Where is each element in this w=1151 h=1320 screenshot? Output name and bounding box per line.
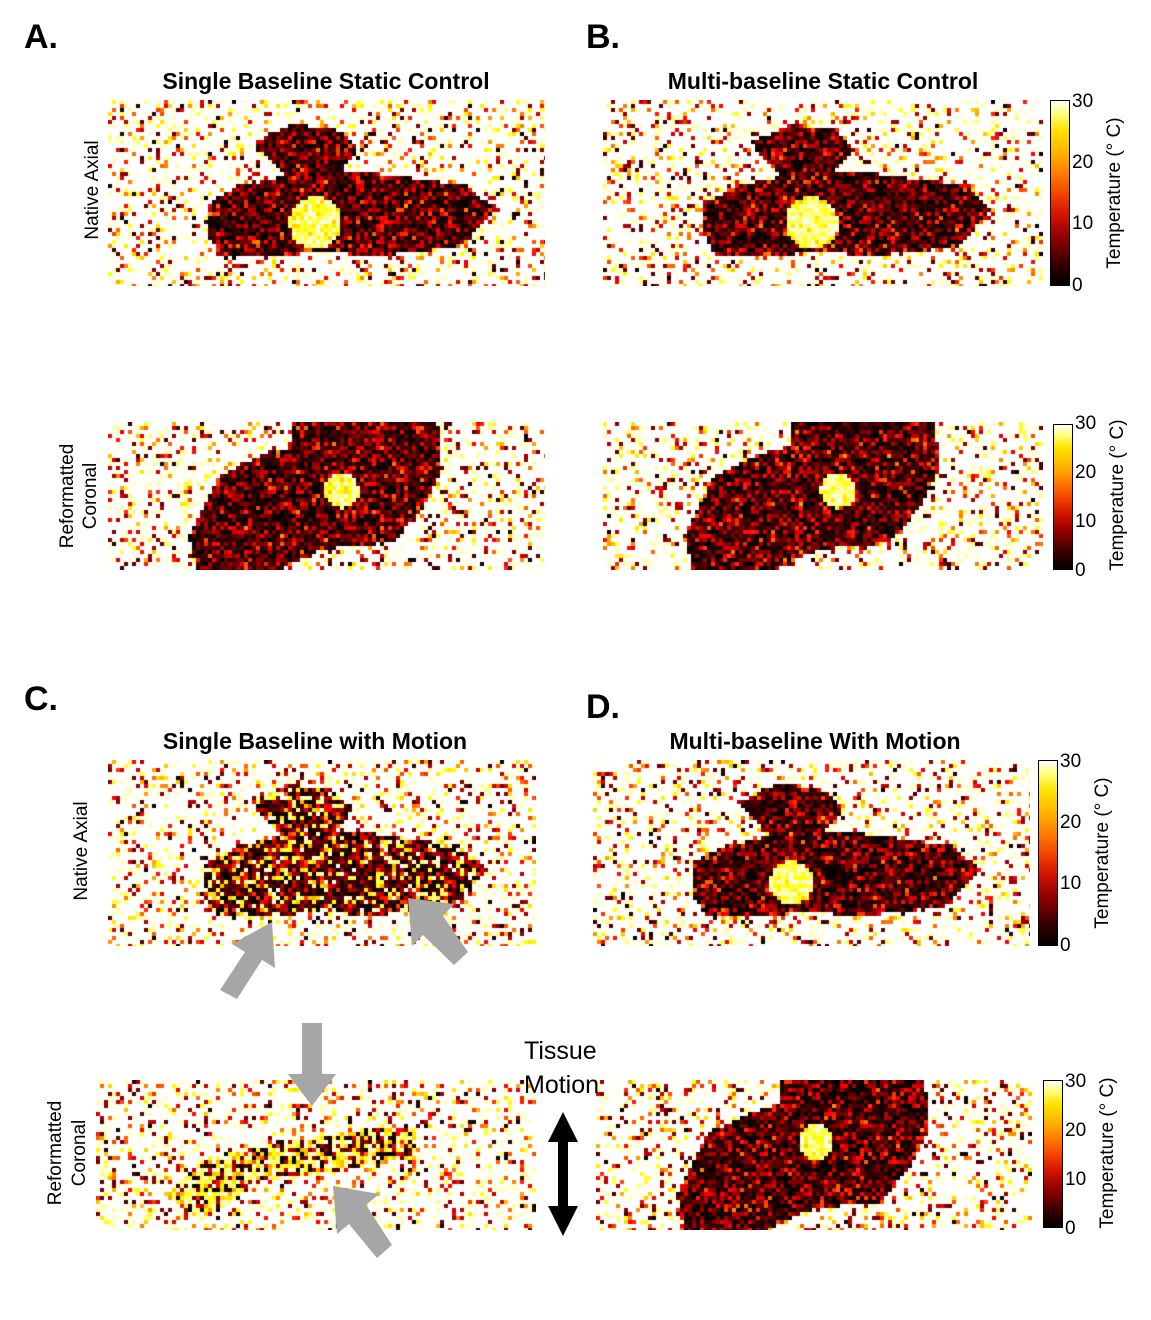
panel-d-title: Multi-baseline With Motion	[669, 728, 961, 754]
colorbar-3	[1038, 760, 1058, 946]
map-b-reformatted-coronal	[603, 422, 1043, 570]
gray-arrow-1	[220, 922, 275, 999]
colorbar-4	[1043, 1080, 1063, 1228]
map-a-reformatted-coronal	[108, 422, 545, 570]
panel-c-label: C.	[24, 680, 58, 718]
colorbar-1-tick-20: 20	[1072, 152, 1094, 173]
gray-arrow-2	[408, 898, 468, 965]
panel-a-label: A.	[24, 18, 58, 56]
panel-d-label: D.	[586, 688, 620, 726]
panel-b-title: Multi-baseline Static Control	[667, 68, 979, 94]
colorbar-4-tick-30: 30	[1065, 1071, 1087, 1092]
colorbar-2-tick-30: 30	[1075, 413, 1097, 434]
colorbar-1-tick-10: 10	[1072, 213, 1094, 234]
gray-arrow-4	[333, 1186, 392, 1258]
colorbar-1	[1050, 100, 1070, 286]
colorbar-2	[1053, 424, 1073, 570]
tissue-motion-label-motion: Motion	[524, 1071, 600, 1099]
colorbar-2-tick-10: 10	[1075, 511, 1097, 532]
map-d-native-axial	[593, 760, 1030, 946]
map-b-native-axial	[603, 100, 1043, 286]
colorbar-4-tick-20: 20	[1065, 1120, 1087, 1141]
tissue-motion-label-tissue: Tissue	[524, 1037, 597, 1065]
colorbar-3-tick-10: 10	[1060, 873, 1082, 894]
panel-b-label: B.	[586, 18, 620, 56]
tissue-motion-double-arrow	[548, 1112, 578, 1236]
colorbar-2-tick-20: 20	[1075, 462, 1097, 483]
colorbar-1-tick-30: 30	[1072, 91, 1094, 112]
map-c-reformatted-coronal	[96, 1080, 536, 1230]
colorbar-1-tick-0: 0	[1072, 275, 1083, 296]
colorbar-4-tick-10: 10	[1065, 1169, 1087, 1190]
map-a-native-axial	[108, 100, 545, 286]
colorbar-3-tick-0: 0	[1060, 935, 1071, 956]
gray-arrow-3	[288, 1023, 336, 1106]
map-d-reformatted-coronal	[596, 1080, 1032, 1230]
panel-a-title: Single Baseline Static Control	[162, 68, 490, 94]
colorbar-3-tick-30: 30	[1060, 751, 1082, 772]
colorbar-3-tick-20: 20	[1060, 812, 1082, 833]
map-c-native-axial	[108, 760, 536, 946]
colorbar-4-tick-0: 0	[1065, 1218, 1076, 1239]
colorbar-2-tick-0: 0	[1075, 560, 1086, 581]
panel-c-title: Single Baseline with Motion	[162, 728, 468, 754]
